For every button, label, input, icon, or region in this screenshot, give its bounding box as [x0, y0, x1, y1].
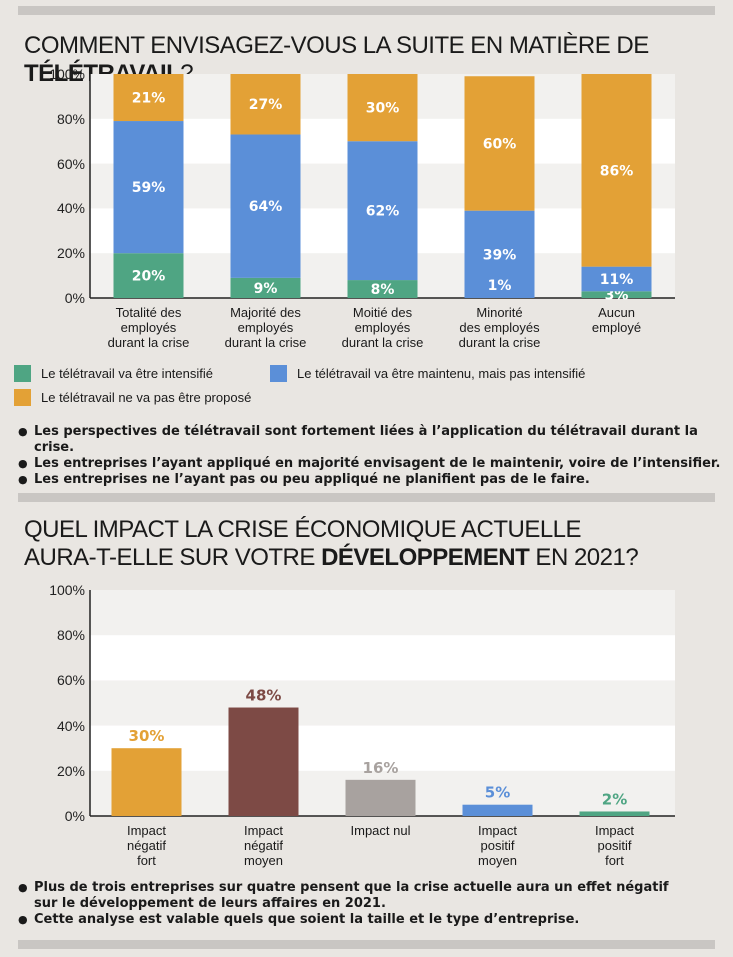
- y-tick-label: 60%: [56, 155, 85, 172]
- chart2-title: QUEL IMPACT LA CRISE ÉCONOMIQUE ACTUELLE…: [24, 516, 639, 571]
- chart1-notes: Les perspectives de télétravail sont for…: [18, 424, 733, 488]
- data-label: 8%: [371, 282, 395, 298]
- data-label: 59%: [132, 180, 166, 196]
- grid-band: [90, 590, 675, 636]
- bar-segment: [464, 76, 535, 211]
- bar: [228, 707, 299, 816]
- data-label: 3%: [605, 288, 629, 304]
- data-label: 48%: [246, 687, 282, 705]
- bar: [345, 779, 416, 816]
- data-label: 64%: [249, 199, 283, 215]
- y-tick-label: 20%: [56, 245, 85, 262]
- category-label: Impact négatif fort: [126, 823, 167, 868]
- legend-item-intensifie: Le télétravail va être intensifié: [14, 365, 213, 382]
- bar-segment: [230, 277, 301, 298]
- data-label: 27%: [249, 97, 283, 113]
- bar-segment: [581, 266, 652, 292]
- legend-item-pas-propose: Le télétravail ne va pas être proposé: [14, 389, 251, 406]
- y-tick-label: 20%: [56, 762, 85, 779]
- category-label: Majorité des employés durant la crise: [224, 305, 307, 350]
- chart2-notes: Plus de trois entreprises sur quatre pen…: [18, 880, 669, 928]
- y-tick-label: 80%: [56, 627, 85, 644]
- category-label: Moitié des employés durant la crise: [341, 305, 424, 350]
- legend-swatch-green: [14, 365, 31, 382]
- bar-segment: [464, 210, 535, 298]
- category-label: Impact positif moyen: [477, 823, 518, 868]
- category-label: Totalité des employés durant la crise: [107, 305, 190, 350]
- data-label: 86%: [600, 163, 634, 179]
- y-tick-label: 0%: [64, 290, 85, 306]
- data-label: 1%: [488, 278, 512, 294]
- bar: [579, 811, 650, 816]
- note-item: Les entreprises l’ayant appliqué en majo…: [18, 456, 733, 472]
- bar-segment: [230, 134, 301, 278]
- chart2-svg: 30% 48% 16% 5% 2%: [89, 590, 675, 817]
- data-label: 20%: [132, 269, 166, 285]
- chart1-title: COMMENT ENVISAGEZ-VOUS LA SUITE EN MATIÈ…: [24, 32, 649, 87]
- legend-swatch-orange: [14, 389, 31, 406]
- data-label: 16%: [363, 759, 399, 777]
- bar-segment: [347, 141, 418, 281]
- data-label: 30%: [129, 727, 165, 745]
- top-divider: [18, 6, 715, 15]
- note-item: Les perspectives de télétravail sont for…: [18, 424, 733, 456]
- legend-label: Le télétravail va être intensifié: [41, 366, 213, 381]
- y-tick-label: 100%: [49, 582, 85, 598]
- bottom-divider: [18, 940, 715, 949]
- note-item-continuation: sur le développement de leurs affaires e…: [34, 896, 386, 911]
- data-label: 5%: [485, 784, 510, 802]
- category-label: Impact négatif moyen: [243, 823, 284, 868]
- category-label: Aucun employé: [591, 305, 642, 335]
- category-label: Impact positif fort: [594, 823, 634, 868]
- middle-divider: [18, 493, 715, 502]
- bar: [462, 804, 533, 816]
- y-tick-label: 100%: [49, 66, 85, 82]
- bar-segment: [581, 74, 652, 267]
- bar-segment: [347, 280, 418, 298]
- y-tick-label: 0%: [64, 808, 85, 824]
- legend-label: Le télétravail va être maintenu, mais pa…: [297, 366, 586, 381]
- data-label: 30%: [366, 101, 400, 117]
- bar: [111, 748, 182, 816]
- y-tick-label: 40%: [56, 200, 85, 217]
- bar-segment: [347, 74, 418, 142]
- data-label: 11%: [600, 272, 634, 288]
- legend-item-maintenu: Le télétravail va être maintenu, mais pa…: [270, 365, 585, 382]
- category-label: Minorité des employés durant la crise: [458, 305, 541, 350]
- bar-segment: [113, 253, 184, 298]
- y-tick-label: 60%: [56, 672, 85, 689]
- chart1-svg: 20% 59% 21% 9% 64% 27% 8% 62% 30% 39% 60% 3%11% 86% 1…: [89, 74, 675, 304]
- y-tick-label: 40%: [56, 717, 85, 734]
- data-label: 60%: [483, 136, 517, 152]
- note-item: Les entreprises ne l’ayant pas ou peu ap…: [18, 472, 733, 488]
- legend-swatch-blue: [270, 365, 287, 382]
- note-item: Plus de trois entreprises sur quatre pen…: [18, 880, 669, 896]
- bar-segment: [113, 121, 184, 254]
- bar-segment: [113, 74, 184, 122]
- data-label: 21%: [132, 91, 166, 107]
- data-label: 39%: [483, 247, 517, 263]
- category-label: Impact nul: [350, 823, 411, 838]
- data-label: 9%: [254, 281, 278, 297]
- note-item: Cette analyse est valable quels que soie…: [18, 912, 669, 928]
- grid-band: [90, 680, 675, 726]
- data-label: 2%: [602, 790, 627, 808]
- data-label: 62%: [366, 204, 400, 220]
- y-tick-label: 80%: [56, 110, 85, 127]
- bar-segment: [581, 291, 652, 298]
- legend-label: Le télétravail ne va pas être proposé: [41, 390, 252, 405]
- bar-segment: [230, 74, 301, 135]
